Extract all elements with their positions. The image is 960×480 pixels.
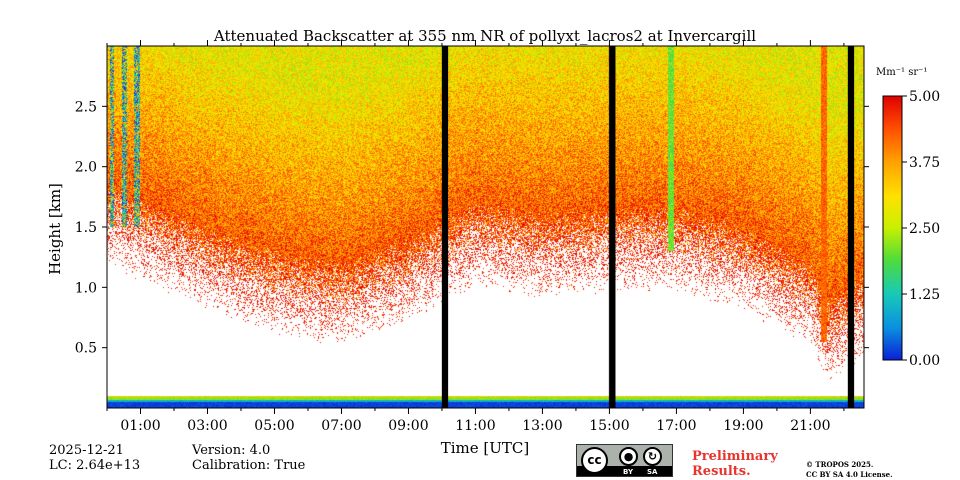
y-tick-label: 0.5	[75, 341, 97, 357]
x-tick-label: 19:00	[723, 418, 763, 434]
x-tick-label: 13:00	[522, 418, 562, 434]
no-data-gap-0	[441, 46, 448, 408]
y-axis: 0.5 1.0 1.5 2.0 2.5	[75, 99, 869, 357]
y-tick-label: 1.5	[75, 220, 97, 236]
no-data-gap-1	[609, 46, 616, 408]
date-label: 2025-12-21	[49, 443, 124, 458]
lc-label: LC: 2.64e+13	[49, 458, 141, 473]
x-tick-label: 07:00	[321, 418, 361, 434]
colorbar	[882, 95, 903, 361]
colorbar-tick-label: 0.00	[909, 353, 940, 369]
x-tick-label: 03:00	[187, 418, 227, 434]
x-tick-label: 21:00	[790, 418, 830, 434]
chart-title: Attenuated Backscatter at 355 nm NR of p…	[213, 27, 756, 45]
x-tick-label: 17:00	[656, 418, 696, 434]
preliminary-results-label: Preliminary Results.	[692, 449, 778, 479]
x-axis-label: Time [UTC]	[441, 439, 530, 457]
sa-label: SA	[647, 468, 658, 476]
y-tick-label: 2.0	[75, 160, 97, 176]
y-axis-label: Height [km]	[46, 183, 64, 275]
preliminary-line2: Results.	[692, 464, 751, 479]
backscatter-heatmap	[107, 46, 864, 408]
plot-area	[107, 46, 864, 408]
x-tick-label: 09:00	[388, 418, 428, 434]
share-alike-icon: ↻	[643, 447, 662, 466]
cc-logo-icon: cc	[581, 447, 608, 474]
colorbar-tick-label: 2.50	[909, 221, 940, 237]
by-label: BY	[623, 468, 634, 476]
license-line1: © TROPOS 2025.	[806, 460, 874, 469]
badge-strip	[577, 466, 672, 476]
calibration-label: Calibration: True	[192, 458, 306, 473]
colorbar-axis: 0.00 1.25 2.50 3.75 5.00	[902, 89, 940, 369]
attribution-icon: ●	[619, 447, 638, 466]
cc-by-sa-badge: cc ● ↻ BY SA	[576, 444, 673, 477]
colorbar-tick-label: 3.75	[909, 155, 940, 171]
license-text: © TROPOS 2025. CC BY SA 4.0 License.	[806, 460, 893, 480]
license-line2: CC BY SA 4.0 License.	[806, 470, 893, 479]
x-tick-label: 05:00	[254, 418, 294, 434]
x-tick-label: 15:00	[589, 418, 629, 434]
no-data-gap-2	[847, 46, 854, 408]
x-tick-label: 01:00	[120, 418, 160, 434]
colorbar-tick-label: 5.00	[909, 89, 940, 105]
x-axis: 01:00 03:00 05:00 07:00 09:00 11:00 13:00 15:00…	[106, 40, 845, 434]
y-tick-label: 2.5	[75, 99, 97, 115]
x-tick-label: 11:00	[455, 418, 495, 434]
preliminary-line1: Preliminary	[692, 449, 778, 464]
colorbar-tick-label: 1.25	[909, 287, 940, 303]
y-tick-label: 1.0	[75, 280, 97, 296]
colorbar-unit-label: Mm⁻¹ sr⁻¹	[876, 67, 927, 78]
version-label: Version: 4.0	[192, 443, 271, 458]
